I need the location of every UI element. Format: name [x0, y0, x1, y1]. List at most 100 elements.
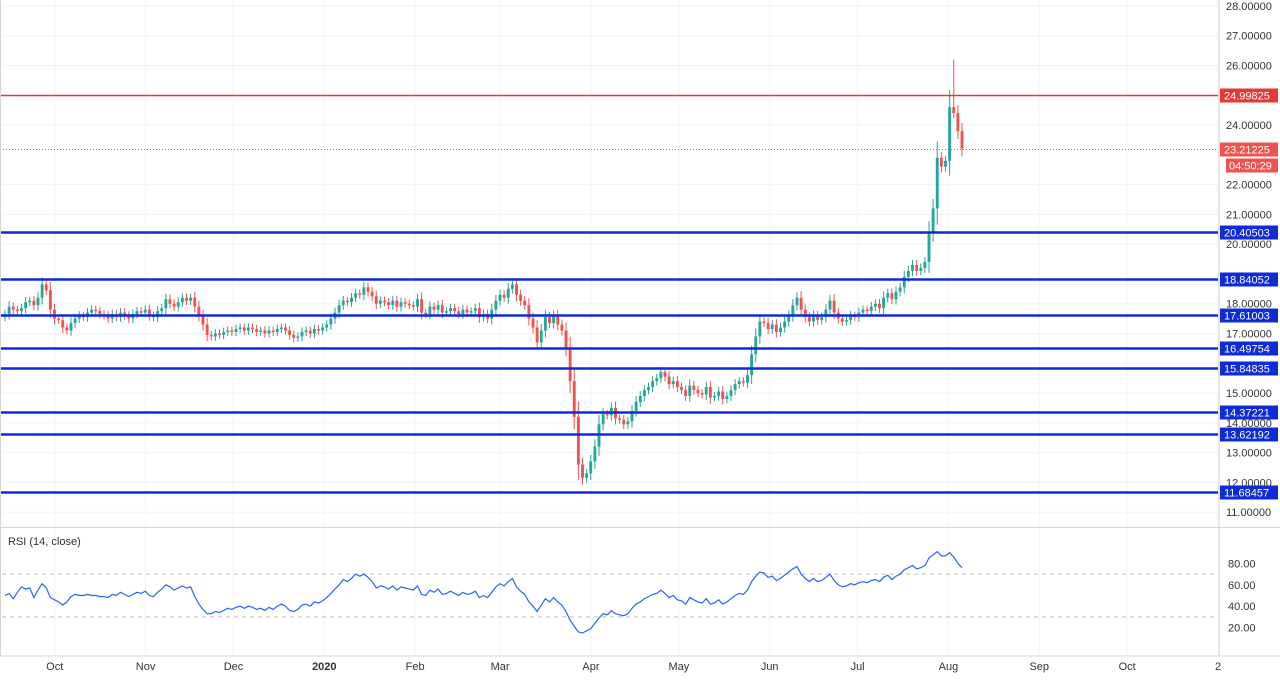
candle-body — [956, 113, 960, 132]
candle-body — [444, 311, 448, 313]
candle-body — [774, 324, 778, 332]
candle-body — [506, 288, 510, 298]
candle-body — [337, 305, 341, 313]
candle-body — [477, 308, 481, 318]
time-tick-label: Mar — [491, 661, 510, 673]
candle-body — [560, 324, 564, 331]
candle-body — [960, 131, 964, 149]
candle-body — [585, 473, 589, 478]
candle-body — [663, 372, 667, 377]
candle-body — [523, 300, 527, 306]
candle-body — [238, 327, 242, 330]
candle-body — [581, 464, 584, 478]
candle-body — [296, 336, 300, 338]
candle-body — [737, 381, 741, 385]
candle-body — [630, 410, 634, 422]
candle-body — [944, 160, 947, 167]
candle-body — [812, 315, 815, 322]
price-label: 18.84052 — [1224, 275, 1270, 287]
candle-body — [106, 315, 110, 319]
candle-body — [527, 305, 531, 319]
candle-body — [172, 303, 176, 307]
candle-body — [680, 387, 683, 391]
candle-body — [416, 299, 419, 307]
price-label: 13.62192 — [1224, 430, 1270, 442]
candle-body — [312, 329, 316, 334]
price-label: 24.99825 — [1224, 91, 1270, 103]
candle-body — [684, 390, 688, 396]
candle-body — [873, 303, 877, 307]
candle-body — [556, 315, 560, 325]
candle-body — [750, 354, 754, 376]
price-tick-label: 14.00000 — [1226, 418, 1272, 430]
candle-body — [288, 330, 292, 335]
candle-body — [11, 306, 15, 310]
candle-body — [647, 387, 650, 391]
candle-body — [807, 317, 811, 322]
candle-body — [746, 375, 749, 383]
candle-body — [861, 309, 865, 313]
candle-body — [94, 309, 98, 312]
time-tick-label: Oct — [1119, 661, 1136, 673]
candle-body — [436, 305, 440, 310]
candle-body — [754, 336, 758, 355]
candle-body — [32, 300, 36, 306]
candle-body — [300, 331, 304, 337]
price-label-box — [1220, 88, 1278, 103]
candle-body — [539, 330, 543, 343]
candle-body — [263, 330, 267, 334]
candle-body — [123, 312, 127, 316]
candle-body — [915, 264, 919, 271]
candle-body — [473, 308, 477, 312]
candle-body — [729, 390, 733, 396]
candle-body — [787, 315, 791, 322]
candle-body — [193, 297, 197, 307]
candle-body — [98, 311, 102, 315]
candle-body — [758, 321, 762, 337]
candle-body — [655, 378, 659, 382]
candle-body — [490, 309, 494, 319]
time-tick-label: 2020 — [312, 661, 336, 673]
price-tick-label: 28.00000 — [1226, 1, 1272, 13]
candle-body — [275, 329, 279, 332]
candle-body — [383, 300, 386, 303]
candle-body — [952, 107, 956, 114]
candle-body — [321, 327, 325, 331]
candle-body — [358, 293, 362, 295]
rsi-tick-label: 80.00 — [1228, 558, 1256, 570]
candle-body — [36, 297, 40, 306]
candle-body — [795, 297, 799, 306]
candle-body — [428, 306, 432, 315]
time-tick-label: Dec — [224, 661, 244, 673]
candle-body — [370, 291, 374, 297]
candle-body — [374, 296, 378, 304]
candle-body — [453, 308, 457, 312]
candles — [3, 59, 964, 485]
price-tick-label: 21.00000 — [1226, 209, 1272, 221]
candle-body — [69, 323, 73, 331]
candle-body — [395, 300, 399, 307]
candle-body — [325, 324, 329, 328]
price-tick-label: 11.00000 — [1226, 507, 1271, 519]
price-label: 17.61003 — [1224, 311, 1270, 323]
candle-body — [700, 393, 704, 395]
time-tick-label: Jul — [851, 661, 865, 673]
candle-body — [156, 311, 160, 318]
candle-body — [948, 107, 952, 161]
candle-body — [317, 329, 320, 331]
candle-body — [642, 390, 646, 396]
time-tick-label: 2 — [1215, 661, 1221, 673]
price-tick-label: 18.00000 — [1226, 299, 1272, 311]
price-label: 20.40503 — [1224, 228, 1270, 240]
candle-body — [218, 333, 221, 335]
candle-body — [816, 315, 820, 321]
candle-body — [127, 315, 131, 319]
candle-body — [15, 309, 19, 312]
price-tick-label: 27.00000 — [1226, 31, 1272, 43]
candle-body — [407, 303, 411, 306]
candle-body — [886, 293, 890, 298]
candle-body — [143, 309, 147, 313]
candle-body — [638, 395, 642, 402]
candle-body — [77, 315, 81, 319]
